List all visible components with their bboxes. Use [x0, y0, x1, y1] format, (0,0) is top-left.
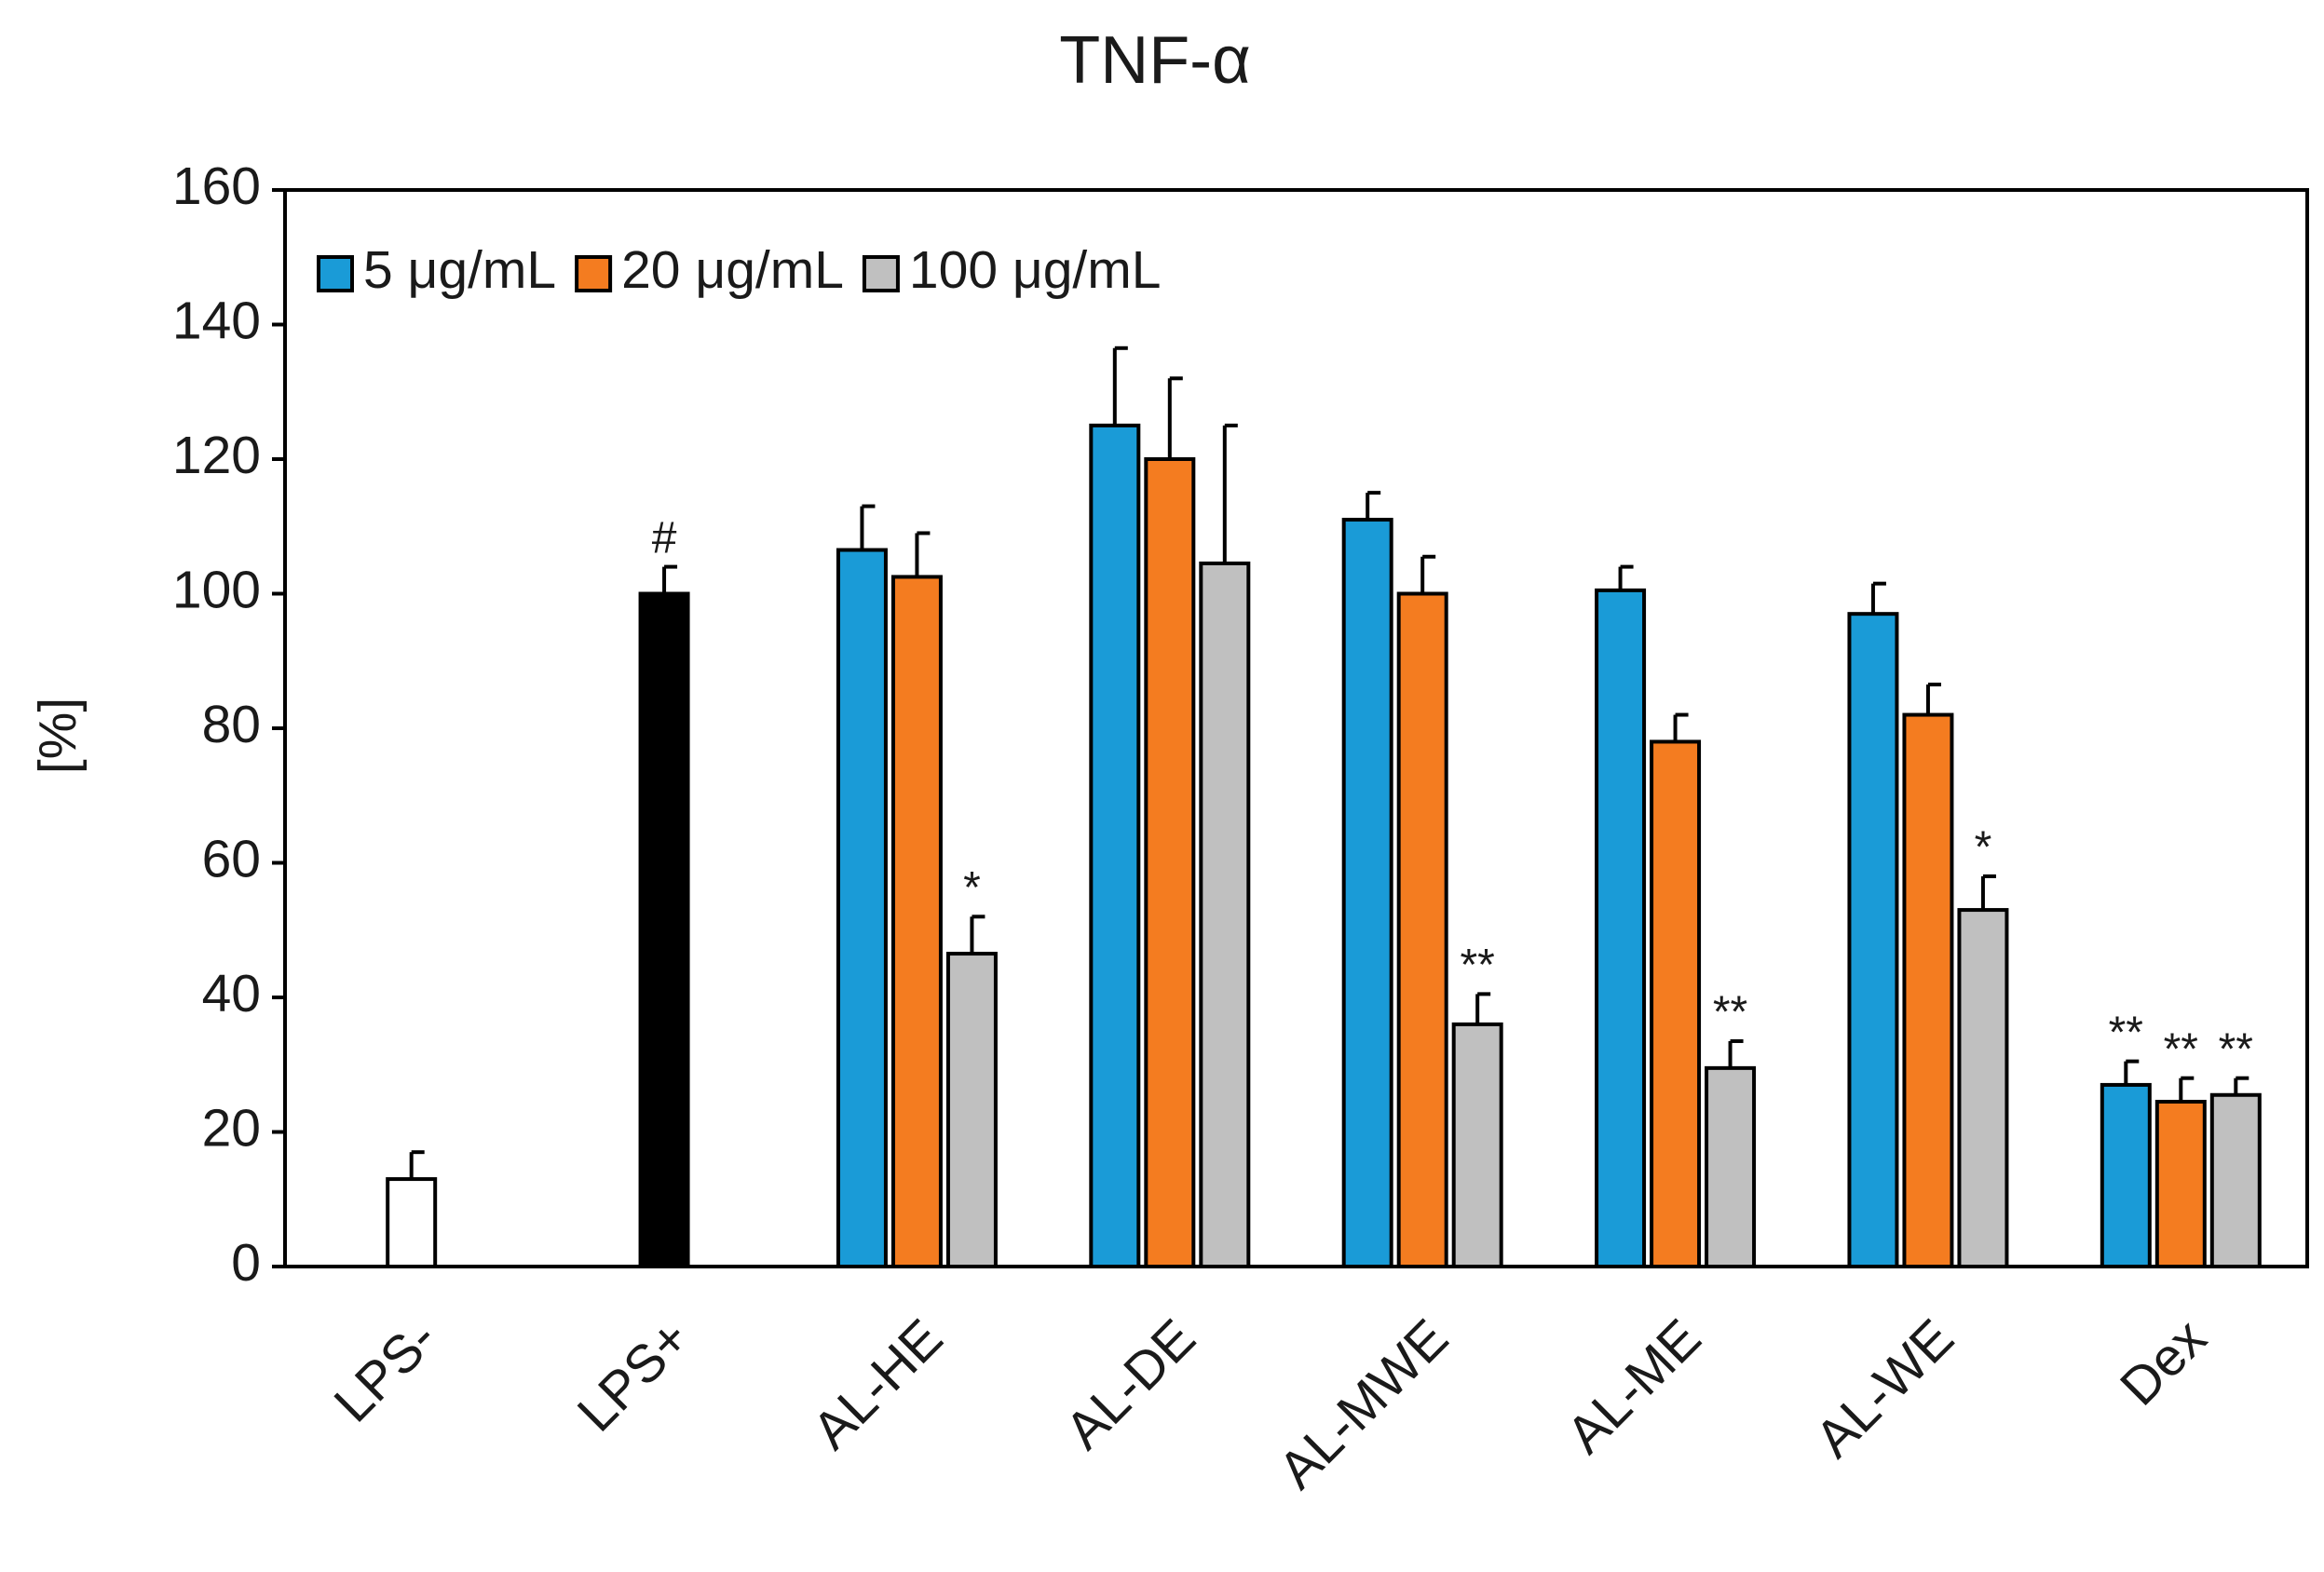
y-tick-label: 40: [202, 964, 261, 1023]
significance-label: #: [652, 513, 677, 562]
bar: [945, 952, 998, 1268]
legend-swatch: [862, 255, 900, 292]
bar: [1650, 739, 1702, 1268]
legend-label: 20 μg/mL: [621, 240, 844, 300]
legend-label: 5 μg/mL: [363, 240, 556, 300]
x-tick-label: AL-ME: [1556, 1308, 1712, 1465]
bar: [1847, 612, 1899, 1268]
y-tick-label: 60: [202, 830, 261, 889]
x-tick-label: AL-MWE: [1268, 1308, 1460, 1500]
y-tick-label: 20: [202, 1099, 261, 1159]
y-tick-label: 0: [231, 1233, 261, 1293]
x-tick-label: AL-HE: [801, 1308, 954, 1461]
significance-label: **: [1461, 941, 1495, 990]
y-tick-label: 80: [202, 695, 261, 754]
x-tick-label: Dex: [2109, 1308, 2218, 1417]
bar: [2100, 1082, 2152, 1269]
bar: [1341, 518, 1393, 1268]
significance-label: **: [1713, 988, 1747, 1037]
bar: [2154, 1099, 2207, 1269]
bar: [890, 575, 943, 1268]
y-tick-label: 140: [172, 291, 261, 351]
bar: [1144, 457, 1196, 1268]
x-tick-label: LPS+: [566, 1308, 701, 1443]
y-tick-label: 100: [172, 561, 261, 620]
bar: [1957, 908, 2009, 1268]
y-tick-label: 160: [172, 156, 261, 216]
significance-label: **: [2164, 1024, 2198, 1074]
significance-label: *: [963, 863, 981, 913]
bar: [2209, 1092, 2262, 1268]
bar: [1451, 1022, 1503, 1269]
bar: [836, 548, 888, 1268]
plot-frame: [283, 188, 2309, 1268]
legend-swatch: [317, 255, 354, 292]
y-axis-label: [%]: [28, 698, 88, 774]
chart-title: TNF-α: [1059, 23, 1251, 98]
significance-label: **: [2219, 1024, 2253, 1074]
bar: [386, 1177, 438, 1268]
legend-label: 100 μg/mL: [909, 240, 1162, 300]
y-tick-label: 120: [172, 426, 261, 485]
legend-swatch: [575, 255, 613, 292]
significance-label: **: [2109, 1008, 2143, 1057]
bar: [1595, 588, 1647, 1268]
significance-label: *: [1975, 823, 1992, 873]
bar: [1199, 561, 1251, 1268]
bar: [638, 591, 690, 1268]
x-tick-label: LPS-: [323, 1308, 449, 1434]
x-tick-label: AL-DE: [1054, 1308, 1207, 1461]
bar: [1396, 591, 1448, 1268]
bar: [1089, 423, 1141, 1268]
bar: [1705, 1065, 1757, 1269]
x-tick-label: AL-WE: [1804, 1308, 1965, 1470]
bar: [1902, 712, 1954, 1268]
